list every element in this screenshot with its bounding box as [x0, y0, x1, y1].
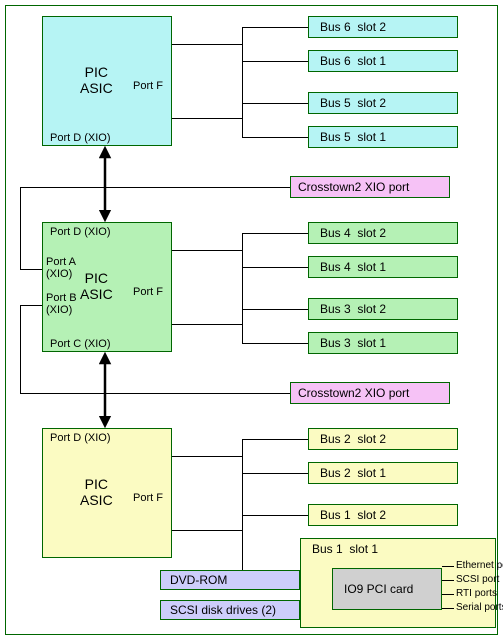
io9-port-0: Ethernet port: [456, 560, 503, 571]
connector-line: [20, 393, 290, 394]
connector-line: [242, 103, 308, 104]
asic-top-title: PIC ASIC: [80, 64, 113, 96]
connector-line: [172, 250, 242, 251]
bus2-s2-label: Bus 2 slot 2: [320, 432, 386, 446]
connector-line: [442, 594, 454, 595]
connector-line: [242, 309, 308, 310]
connector-line: [242, 439, 243, 583]
asic-mid-port-a: Port A (XIO): [46, 256, 76, 280]
connector-line: [172, 530, 242, 531]
asic-bot-title: PIC ASIC: [80, 476, 113, 508]
bus3-s1-label: Bus 3 slot 1: [320, 336, 386, 350]
asic-top-port-d: Port D (XIO): [50, 132, 111, 144]
connector-line: [20, 187, 290, 188]
connector-line: [242, 515, 308, 516]
connector-line: [242, 137, 308, 138]
connector-line: [242, 233, 308, 234]
io9-pci-card-label: IO9 PCI card: [344, 582, 413, 596]
connector-line: [242, 27, 243, 137]
connector-line: [20, 305, 42, 306]
asic-bot-port-d: Port D (XIO): [50, 432, 111, 444]
asic-bot-port-f: Port F: [133, 492, 163, 504]
bus4-s1-label: Bus 4 slot 1: [320, 260, 386, 274]
xtown-2-label: Crosstown2 XIO port: [298, 386, 409, 400]
connector-line: [172, 324, 242, 325]
connector-line: [172, 456, 242, 457]
asic-mid-port-b: Port B (XIO): [46, 292, 77, 316]
bus5-s1-label: Bus 5 slot 1: [320, 130, 386, 144]
bus6-s1-label: Bus 6 slot 1: [320, 54, 386, 68]
connector-line: [242, 267, 308, 268]
connector-line: [20, 187, 21, 269]
bus1-slot1-label: Bus 1 slot 1: [312, 542, 378, 556]
connector-line: [242, 27, 308, 28]
io9-port-2: RTI ports: [456, 588, 497, 599]
asic-mid-port-f: Port F: [133, 286, 163, 298]
bus6-s2-label: Bus 6 slot 2: [320, 20, 386, 34]
connector-line: [442, 566, 454, 567]
diagram-canvas: PIC ASIC Port F Port D (XIO) PIC ASIC Port D…: [0, 0, 503, 640]
connector-line: [242, 439, 308, 440]
connector-line: [20, 269, 42, 270]
connector-line: [242, 343, 308, 344]
connector-line: [242, 61, 308, 62]
connector-line: [172, 44, 242, 45]
scsi-disks-label: SCSI disk drives (2): [170, 603, 276, 617]
connector-line: [242, 233, 243, 343]
xtown-1-label: Crosstown2 XIO port: [298, 180, 409, 194]
io9-port-1: SCSI port: [456, 574, 499, 585]
bus3-s2-label: Bus 3 slot 2: [320, 302, 386, 316]
io9-port-3: Serial ports: [456, 602, 503, 613]
bus2-s1-label: Bus 2 slot 1: [320, 466, 386, 480]
connector-line: [242, 473, 308, 474]
asic-mid-port-c: Port C (XIO): [50, 338, 111, 350]
asic-mid-port-d: Port D (XIO): [50, 226, 111, 238]
connector-line: [20, 305, 21, 393]
bus5-s2-label: Bus 5 slot 2: [320, 96, 386, 110]
asic-mid-title: PIC ASIC: [80, 270, 113, 302]
bus4-s2-label: Bus 4 slot 2: [320, 226, 386, 240]
connector-line: [172, 118, 242, 119]
connector-line: [442, 580, 454, 581]
bus1-s2-label: Bus 1 slot 2: [320, 508, 386, 522]
connector-line: [442, 608, 454, 609]
dvd-rom-label: DVD-ROM: [170, 573, 227, 587]
asic-top-port-f: Port F: [133, 80, 163, 92]
